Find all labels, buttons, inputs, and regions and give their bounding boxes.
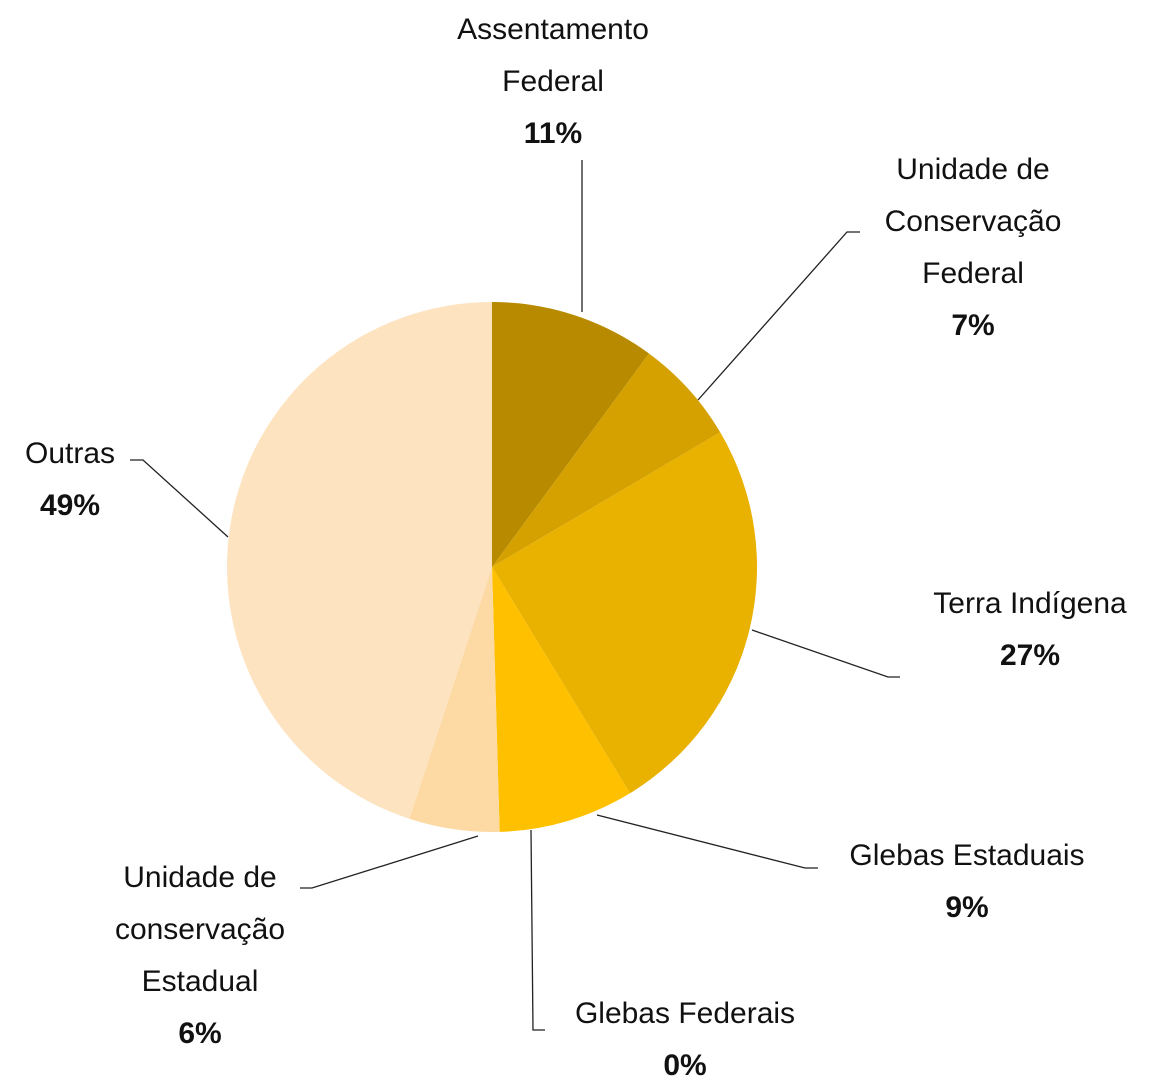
value-label: 49% <box>39 489 101 522</box>
slice-label: Assentamento Federal 11% <box>423 4 683 160</box>
pie-slice <box>492 432 757 794</box>
leader-line <box>751 629 900 678</box>
value-label: 0% <box>663 1049 707 1082</box>
leader-line <box>130 459 229 538</box>
leader-line <box>697 231 860 401</box>
category-label: Outras <box>24 437 116 470</box>
slice-label: Outras 49% <box>0 428 140 532</box>
category-label: Terra Indígena <box>933 587 1127 620</box>
value-label: 9% <box>945 891 989 924</box>
pie-slice <box>226 302 492 819</box>
leader-line <box>300 835 479 889</box>
pie-slice <box>492 302 649 567</box>
slice-label: Terra Indígena 27% <box>900 578 1160 682</box>
leader-line <box>596 814 818 869</box>
category-label: Unidade de conservação Estadual <box>114 861 286 998</box>
pie-slice <box>492 567 630 832</box>
category-label: Glebas Estaduais <box>849 839 1085 872</box>
leader-line <box>530 829 545 1031</box>
pie-slice <box>492 353 721 567</box>
slice-label: Unidade de conservação Estadual 6% <box>85 852 315 1060</box>
slice-label: Glebas Estaduais 9% <box>807 830 1127 934</box>
category-label: Assentamento Federal <box>457 13 649 98</box>
value-label: 27% <box>999 639 1061 672</box>
category-label: Glebas Federais <box>574 997 796 1030</box>
category-label: Unidade de Conservação Federal <box>884 153 1062 290</box>
value-label: 7% <box>951 309 995 342</box>
pie-slice <box>409 567 500 832</box>
slice-label: Glebas Federais 0% <box>525 988 845 1092</box>
slice-label: Unidade de Conservação Federal 7% <box>853 144 1093 352</box>
value-label: 6% <box>178 1017 222 1050</box>
value-label: 11% <box>523 117 583 150</box>
